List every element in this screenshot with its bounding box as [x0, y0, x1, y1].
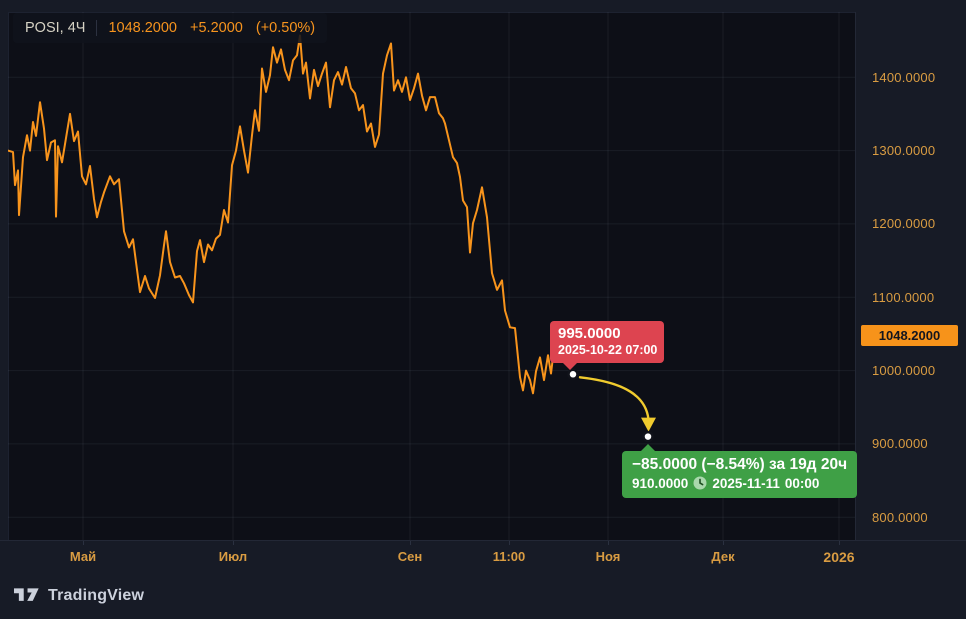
symbol-and-interval[interactable]: POSI, 4Ч [25, 20, 86, 36]
time-tick-mark [233, 541, 234, 545]
time-tick-label: Дек [711, 549, 735, 564]
measure-arrow[interactable] [578, 376, 656, 432]
footer-bar: TradingView [0, 573, 966, 619]
time-tick-mark [723, 541, 724, 545]
measure-result-callout[interactable]: −85.0000 (−8.54%) за 19д 20ч 910.0000 20… [622, 443, 858, 498]
time-tick-label: 11:00 [492, 549, 526, 564]
price-tick-label: 800.0000 [872, 509, 928, 525]
time-tick-label: Сен [397, 549, 423, 564]
measure-end-date: 2025-11-11 [712, 475, 780, 491]
price-tick-label: 1100.0000 [872, 289, 935, 305]
legend-divider [96, 20, 98, 36]
legend-change-abs: +5.2000 [190, 20, 243, 36]
price-axis[interactable]: 1400.0000 1300.0000 1200.0000 1100.0000 1000… [855, 12, 966, 540]
measure-start-callout[interactable]: 995.0000 2025-10-22 07:00 [550, 321, 665, 371]
measure-delta-label: −85.0000 (−8.54%) за 19д 20ч [632, 455, 848, 473]
time-tick-mark [83, 541, 84, 545]
legend-values: 1048.2000 +5.2000 (+0.50%) [108, 20, 315, 36]
measure-start-point[interactable] [567, 368, 579, 381]
time-tick-mark [839, 541, 840, 545]
price-tick-label: 900.0000 [872, 436, 928, 452]
callout-pointer-up [640, 443, 656, 452]
price-tick-label: 1300.0000 [872, 143, 936, 159]
measure-end-point[interactable] [642, 430, 654, 443]
measure-end-time: 00:00 [784, 475, 820, 491]
tradingview-logo-icon[interactable] [14, 586, 39, 606]
time-tick-mark [509, 541, 510, 545]
measure-start-datetime: 2025-10-22 07:00 [558, 343, 658, 358]
measure-start-price: 995.0000 [558, 325, 621, 343]
time-tick-mark [608, 541, 609, 545]
price-line-series[interactable] [8, 34, 567, 395]
clock-icon [693, 476, 707, 490]
price-tick-label: 1200.0000 [872, 216, 936, 232]
time-tick-label: Ноя [595, 549, 621, 564]
measure-end-price: 910.0000 [632, 475, 689, 491]
time-tick-label: Май [69, 549, 97, 564]
symbol-legend[interactable]: POSI, 4Ч 1048.2000 +5.2000 (+0.50%) [13, 13, 328, 43]
time-tick-mark [410, 541, 411, 545]
measure-points[interactable] [567, 368, 654, 443]
current-price-badge: 1048.2000 [861, 324, 958, 346]
price-tick-label: 1000.0000 [872, 363, 936, 379]
callout-pointer-down [562, 362, 578, 371]
measure-end-line: 910.0000 2025-11-11 00:00 [632, 475, 847, 492]
tradingview-brand-text[interactable]: TradingView [48, 587, 145, 604]
legend-change-pct: (+0.50%) [255, 20, 316, 36]
time-axis[interactable]: Май Июл Сен 11:00 Ноя Дек 2026 [0, 540, 966, 573]
time-tick-label: Июл [218, 549, 248, 564]
price-tick-label: 1400.0000 [872, 69, 936, 85]
legend-last-price: 1048.2000 [108, 20, 177, 36]
time-tick-label: 2026 [823, 549, 855, 565]
